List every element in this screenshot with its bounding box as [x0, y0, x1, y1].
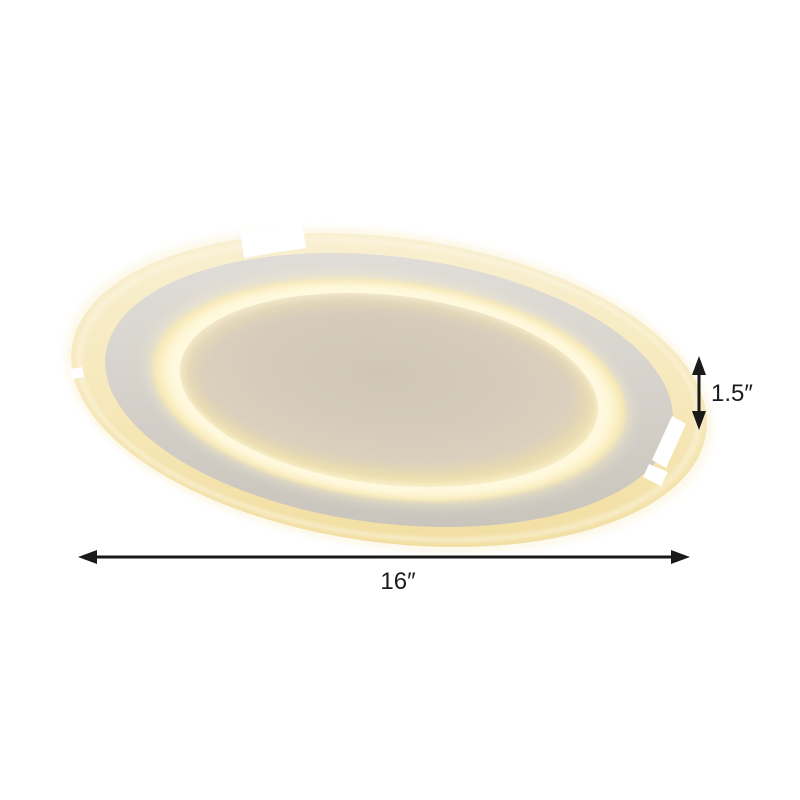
- arrowhead-down-icon: [692, 411, 706, 430]
- ceiling-lamp: [67, 229, 711, 551]
- notch-right: [652, 416, 686, 468]
- arrowhead-right-icon: [671, 550, 690, 564]
- arrowhead-left-icon: [78, 550, 97, 564]
- lamp-inner-disc: [179, 293, 599, 487]
- lamp-disc-glow: [175, 289, 603, 491]
- notch-bottom-right: [643, 464, 668, 486]
- width-dimension: 16″: [78, 550, 690, 595]
- width-dimension-label: 16″: [380, 568, 416, 595]
- lamp-outer-halo: [67, 229, 711, 551]
- lamp-ring-notches: [70, 222, 686, 486]
- notch-left: [70, 367, 84, 379]
- lamp-rim-edge-highlight: [77, 238, 701, 542]
- notch-top: [240, 222, 306, 258]
- height-dimension-label: 1.5″: [711, 380, 753, 407]
- height-dimension: 1.5″: [692, 356, 753, 430]
- lamp-disc-inner-glow: [183, 296, 595, 484]
- arrowhead-up-icon: [692, 356, 706, 375]
- lamp-led-ring-halo: [147, 274, 631, 506]
